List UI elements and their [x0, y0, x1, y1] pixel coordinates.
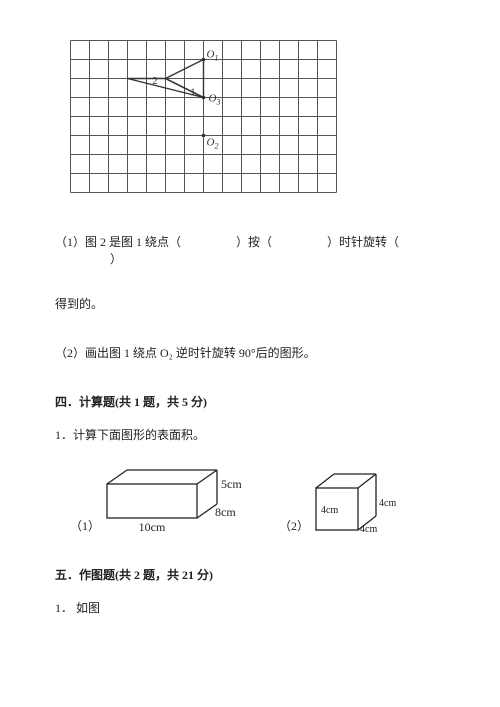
- q1-line1: （1）图 2 是图 1 绕点（ ）按（ ）时针旋转（ ）: [55, 233, 445, 267]
- cuboid-wrap: （1） 10cm 8cm 5cm: [70, 468, 249, 534]
- svg-text:4cm: 4cm: [321, 505, 338, 516]
- svg-text:5cm: 5cm: [221, 477, 242, 491]
- svg-text:4cm: 4cm: [379, 498, 396, 509]
- svg-text:1: 1: [190, 87, 196, 99]
- svg-text:2: 2: [152, 75, 158, 87]
- section-4-item: 1．计算下面图形的表面积。: [55, 426, 445, 443]
- cube-wrap: （2） 4cm 4cm 4cm: [279, 472, 402, 534]
- q1-suffix: ）: [110, 250, 122, 267]
- q1-mid2: ）时针旋转（: [327, 233, 399, 250]
- svg-text:10cm: 10cm: [139, 520, 166, 534]
- q1-prefix: （1）图 2 是图 1 绕点（: [55, 233, 181, 250]
- grid-figure: O1 O3 O2 1 2: [70, 40, 445, 198]
- cuboid-svg: 10cm 8cm 5cm: [105, 468, 249, 534]
- q2-text: （2）画出图 1 绕点 O₂ 逆时针旋转 90°后的图形。: [55, 346, 316, 360]
- section-5: 五．作图题(共 2 题，共 21 分) 1． 如图: [55, 566, 445, 616]
- section-4-heading: 四．计算题(共 1 题，共 5 分): [55, 393, 445, 410]
- grid-svg: O1 O3 O2 1 2: [70, 40, 350, 194]
- question-2: （2）画出图 1 绕点 O₂ 逆时针旋转 90°后的图形。: [55, 344, 445, 361]
- cuboid-label: （1）: [70, 517, 100, 534]
- svg-text:O2: O2: [207, 137, 219, 151]
- section-5-heading: 五．作图题(共 2 题，共 21 分): [55, 566, 445, 583]
- svg-text:O3: O3: [209, 93, 221, 107]
- question-1: （1）图 2 是图 1 绕点（ ）按（ ）时针旋转（ ） 得到的。: [55, 233, 445, 312]
- svg-text:4cm: 4cm: [360, 524, 377, 534]
- cube-label: （2）: [279, 517, 309, 534]
- section-4: 四．计算题(共 1 题，共 5 分) 1．计算下面图形的表面积。: [55, 393, 445, 443]
- q1-mid1: ）按（: [236, 233, 272, 250]
- q1-line2: 得到的。: [55, 295, 445, 312]
- cube-svg: 4cm 4cm 4cm: [314, 472, 402, 534]
- svg-text:O1: O1: [207, 49, 219, 63]
- figures-row: （1） 10cm 8cm 5cm （2） 4cm 4cm 4cm: [70, 468, 445, 534]
- svg-text:8cm: 8cm: [215, 505, 236, 519]
- section-5-item: 1． 如图: [55, 599, 445, 616]
